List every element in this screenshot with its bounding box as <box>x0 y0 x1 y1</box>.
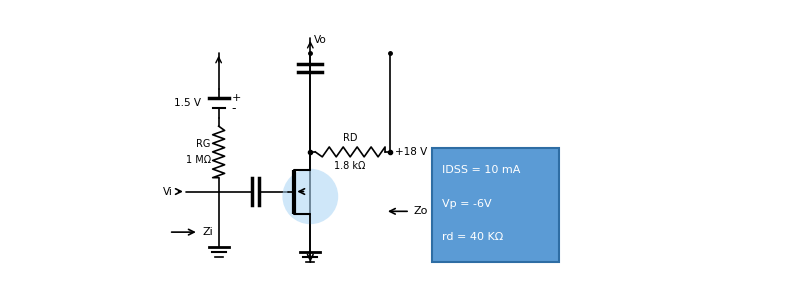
Text: 1 MΩ: 1 MΩ <box>186 155 210 165</box>
Circle shape <box>282 169 338 224</box>
Text: RD: RD <box>343 133 358 143</box>
Text: -: - <box>231 102 236 115</box>
Text: Zo: Zo <box>414 206 428 216</box>
Bar <box>432 148 559 262</box>
Text: +18 V: +18 V <box>395 147 427 157</box>
Text: Vp = -6V: Vp = -6V <box>442 200 491 209</box>
Text: RG: RG <box>196 139 210 149</box>
Text: +: + <box>231 93 241 103</box>
Text: 1.5 V: 1.5 V <box>174 98 201 108</box>
Text: Vi: Vi <box>163 186 173 197</box>
Text: Vo: Vo <box>314 35 327 45</box>
Text: 1.8 kΩ: 1.8 kΩ <box>334 161 366 171</box>
Text: Zi: Zi <box>202 227 214 237</box>
Text: IDSS = 10 mA: IDSS = 10 mA <box>442 165 520 175</box>
Text: rd = 40 KΩ: rd = 40 KΩ <box>442 232 503 242</box>
